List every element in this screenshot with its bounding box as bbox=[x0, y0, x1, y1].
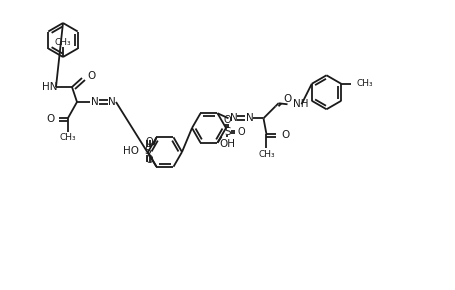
Text: O: O bbox=[223, 115, 231, 125]
Text: N: N bbox=[108, 97, 116, 107]
Text: CH₃: CH₃ bbox=[355, 79, 372, 88]
Text: S: S bbox=[224, 127, 230, 137]
Text: HN: HN bbox=[42, 82, 58, 92]
Text: O: O bbox=[87, 71, 95, 81]
Text: N: N bbox=[245, 113, 253, 123]
Text: N: N bbox=[91, 97, 99, 107]
Text: S: S bbox=[144, 146, 151, 156]
Text: OH: OH bbox=[219, 139, 235, 149]
Text: CH₃: CH₃ bbox=[60, 133, 76, 142]
Text: O: O bbox=[237, 127, 245, 137]
Text: CH₃: CH₃ bbox=[55, 37, 71, 46]
Text: CH₃: CH₃ bbox=[258, 150, 274, 159]
Text: HO: HO bbox=[123, 146, 139, 156]
Text: O: O bbox=[281, 130, 289, 140]
Text: NH: NH bbox=[293, 99, 308, 109]
Text: O: O bbox=[47, 114, 55, 124]
Text: O: O bbox=[283, 94, 291, 104]
Text: N: N bbox=[229, 113, 237, 123]
Text: O: O bbox=[145, 137, 153, 147]
Text: O: O bbox=[145, 155, 153, 165]
